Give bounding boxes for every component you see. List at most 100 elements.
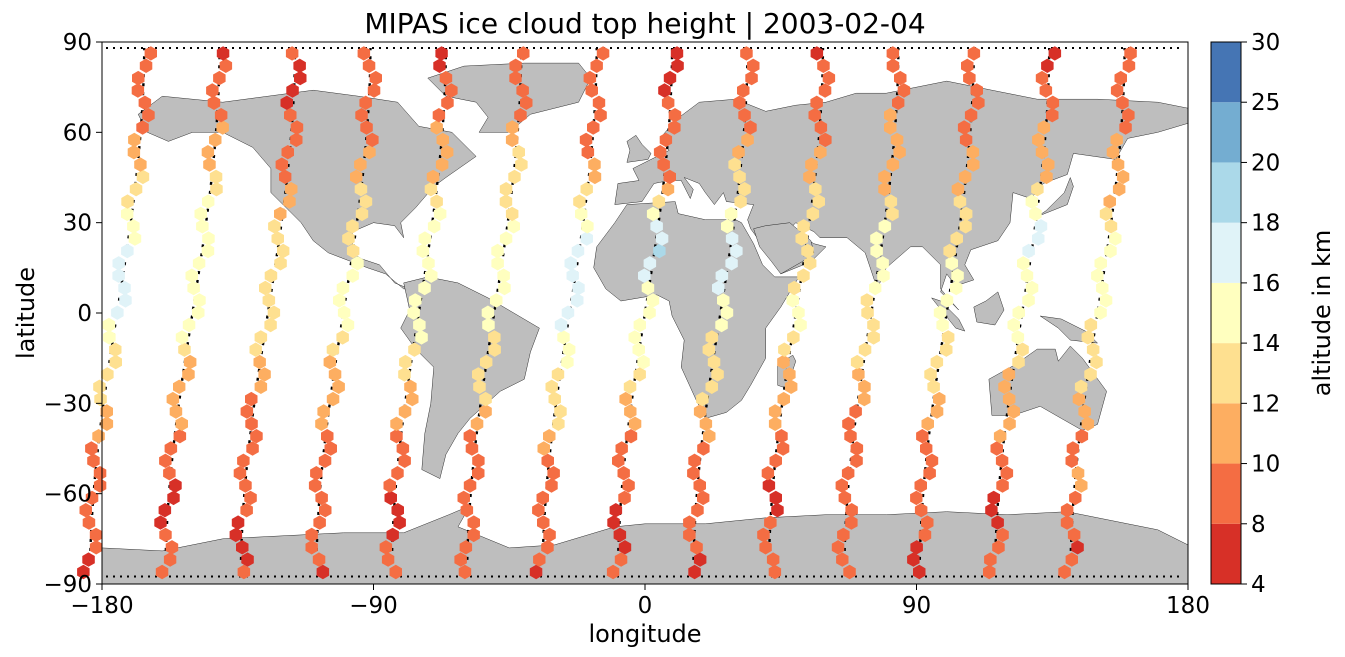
cloud-marker [536,490,549,506]
cloud-marker [858,391,871,407]
cloud-marker [499,182,513,197]
y-tick-label: 0 [77,301,92,327]
cloud-marker [817,58,830,73]
cloud-marker [541,453,554,468]
cloud-marker [328,367,342,382]
cloud-marker [870,243,883,259]
cloud-marker [845,515,858,530]
cloud-marker [1091,268,1104,283]
cloud-marker [285,182,298,197]
cloud-marker [650,219,663,234]
cloud-marker [1110,132,1123,148]
cloud-marker [632,342,645,357]
cloud-marker [192,305,205,320]
cloud-marker [505,206,519,222]
cloud-marker [964,108,978,123]
cloud-marker [85,441,98,456]
cloud-marker [1046,108,1059,123]
cloud-marker [430,120,443,135]
cloud-marker [196,219,209,234]
cloud-marker [671,58,684,73]
cloud-marker [354,182,368,197]
cloud-marker [333,293,346,308]
cloud-marker [274,256,287,271]
cloud-marker [552,416,565,431]
cloud-marker [794,317,807,333]
cloud-marker [1040,169,1053,185]
cloud-marker [861,305,874,320]
cloud-marker [623,379,637,394]
cloud-marker [1000,466,1014,481]
cloud-marker [766,552,780,567]
cloud-marker [643,256,657,271]
cloud-marker [280,95,293,110]
cloud-marker [562,342,576,357]
cloud-marker [1041,58,1054,73]
colorbar-segment [1211,162,1241,223]
cloud-marker [481,305,495,320]
cloud-marker [491,243,504,259]
colorbar-tick-label: 16 [1251,271,1280,297]
cloud-marker [732,145,745,160]
cloud-marker [841,466,855,481]
cloud-marker [869,280,882,296]
cloud-marker [990,441,1003,456]
cloud-marker [509,70,522,86]
cloud-marker [398,404,412,419]
cloud-marker [239,478,252,493]
cloud-marker [391,466,404,481]
cloud-marker [175,416,188,431]
cloud-marker [777,391,790,407]
cloud-marker [271,231,284,246]
cloud-marker [499,194,513,209]
cloud-marker [683,515,696,530]
cloud-marker [571,293,584,308]
cloud-marker [924,367,937,382]
cloud-marker [1106,145,1120,160]
cloud-marker [308,478,322,493]
cloud-marker [995,453,1009,468]
y-tick-label: −30 [43,391,92,417]
cloud-marker [194,206,207,222]
cloud-marker [193,293,206,308]
cloud-marker [1112,182,1126,197]
cloud-marker [950,231,963,246]
cloud-marker [231,515,245,530]
cloud-marker [396,441,410,456]
cloud-marker [82,552,95,567]
cloud-marker [561,354,574,370]
cloud-marker [984,552,997,567]
cloud-marker [1020,268,1034,283]
cloud-marker [697,441,710,456]
cloud-marker [182,367,195,382]
cloud-marker [399,354,412,370]
cloud-marker [472,367,485,382]
cloud-marker [1032,132,1045,148]
cloud-marker [702,342,716,357]
cloud-marker [886,206,899,222]
cloud-marker [229,527,243,543]
cloud-marker [121,243,134,259]
cloud-marker [79,503,92,518]
cloud-marker [870,231,883,246]
cloud-marker [253,354,266,370]
cloud-marker [762,478,776,493]
cloud-marker [641,280,655,296]
cloud-marker [867,330,880,345]
cloud-marker [957,120,971,135]
cloud-marker [533,552,546,567]
cloud-marker [959,219,972,234]
cloud-marker [470,416,484,431]
cloud-marker [381,552,395,567]
cloud-marker [958,169,972,185]
cloud-marker [992,540,1005,555]
cloud-marker [850,441,864,456]
cloud-marker [778,342,791,357]
cloud-marker [286,83,299,98]
cloud-marker [543,527,556,543]
cloud-marker [628,330,641,345]
cloud-marker [668,120,681,135]
cloud-marker [572,280,585,296]
cloud-marker [768,416,782,431]
cloud-marker [406,391,419,407]
